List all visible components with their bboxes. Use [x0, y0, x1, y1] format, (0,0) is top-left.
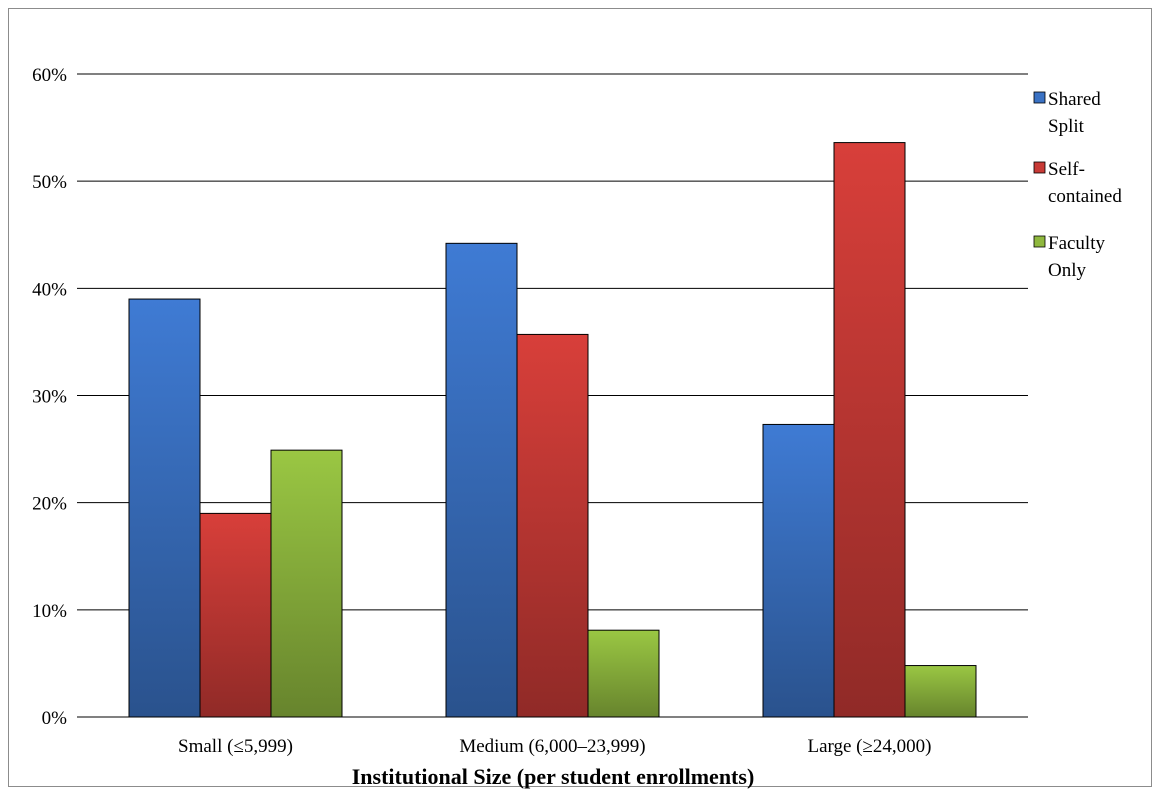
x-tick-label: Large (≥24,000): [807, 736, 931, 757]
x-tick-label: Medium (6,000–23,999): [459, 736, 645, 757]
y-axis-ticks: 0% 10% 20% 30% 40% 50% 60%: [32, 65, 67, 729]
legend-label: Only: [1048, 260, 1087, 281]
y-tick-label: 40%: [32, 279, 67, 300]
y-tick-label: 0%: [42, 708, 68, 729]
bar-shared-split: [445, 242, 518, 718]
y-tick-label: 30%: [32, 387, 67, 408]
y-tick-label: 50%: [32, 172, 67, 193]
bars: [128, 142, 977, 718]
legend-label: Self-: [1048, 159, 1085, 180]
x-axis-ticks: Small (≤5,999) Medium (6,000–23,999) Large…: [178, 736, 931, 757]
bar-shared-split: [762, 423, 835, 718]
bar-faculty-only: [270, 449, 343, 718]
bar-self-contained: [199, 512, 272, 718]
y-tick-label: 20%: [32, 494, 67, 515]
legend-swatch: [1033, 91, 1046, 104]
legend-swatch: [1033, 161, 1046, 174]
legend-swatch: [1033, 235, 1046, 248]
legend-label: Shared: [1048, 89, 1101, 110]
legend-label: Split: [1048, 116, 1085, 137]
legend-label: Faculty: [1048, 233, 1105, 254]
x-axis-title: Institutional Size (per student enrollme…: [352, 764, 755, 789]
legend-label: contained: [1048, 186, 1122, 207]
legend: Shared Split Self-contained Faculty Only: [1033, 89, 1122, 281]
y-tick-label: 10%: [32, 601, 67, 622]
bar-faculty-only: [587, 629, 660, 718]
bar-shared-split: [128, 298, 201, 718]
y-tick-label: 60%: [32, 65, 67, 86]
bar-faculty-only: [904, 665, 977, 718]
bar-self-contained: [516, 333, 589, 718]
x-tick-label: Small (≤5,999): [178, 736, 293, 757]
bar-self-contained: [833, 142, 906, 718]
